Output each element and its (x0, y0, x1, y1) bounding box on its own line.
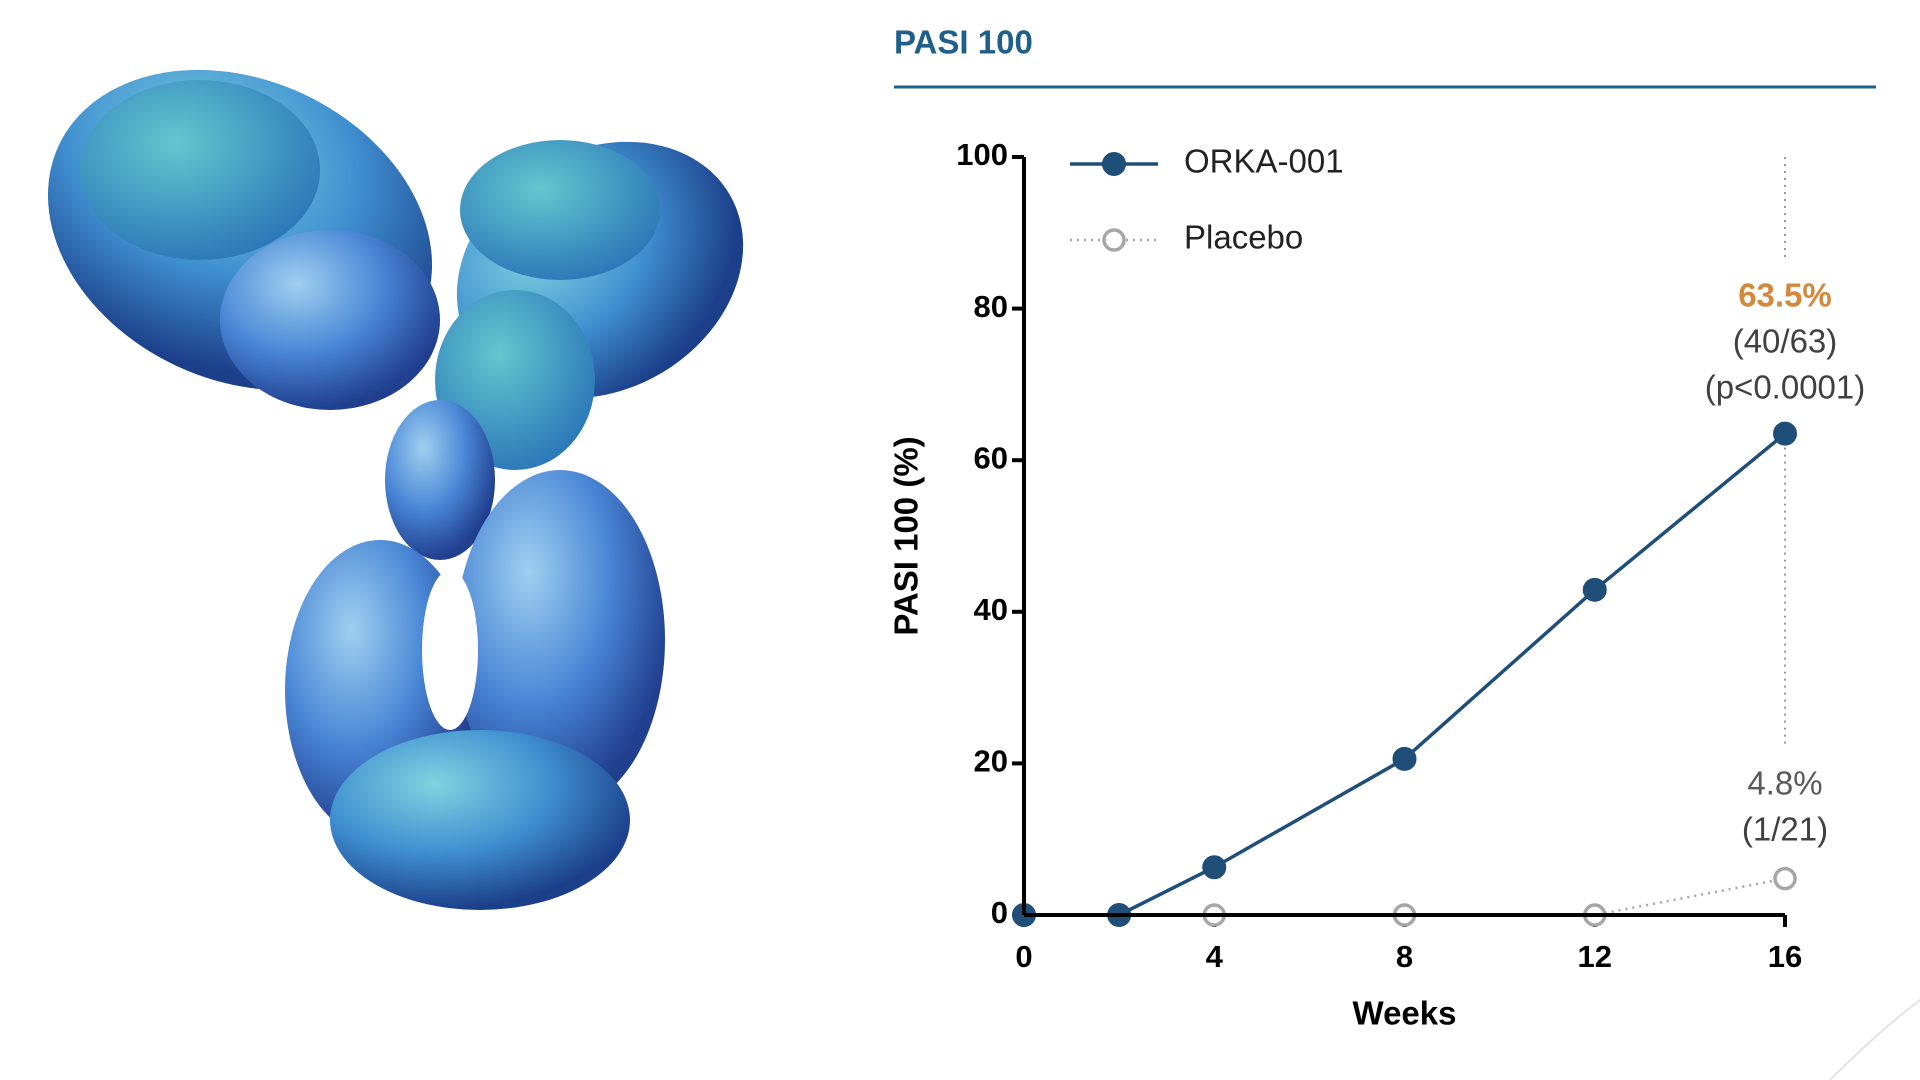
decor-curve (1829, 999, 1920, 1080)
data-point (1773, 866, 1797, 891)
x-tick-label: 16 (1768, 939, 1802, 974)
data-point (1202, 855, 1227, 880)
data-point (1582, 577, 1607, 602)
annotation: (1/21) (1742, 811, 1828, 848)
data-point (1773, 421, 1797, 446)
y-tick-label: 40 (974, 592, 1008, 627)
x-tick-label: 12 (1578, 939, 1612, 974)
series-line (1024, 877, 1786, 917)
series-line (1024, 432, 1787, 917)
y-tick-label: 80 (974, 289, 1008, 324)
data-point (1392, 746, 1417, 771)
y-tick-label: 0 (991, 895, 1008, 930)
x-tick-label: 8 (1396, 939, 1413, 974)
annotation: (40/63) (1733, 323, 1838, 360)
legend-marker (1102, 152, 1126, 176)
x-tick-label: 0 (1015, 939, 1032, 974)
legend-label: ORKA-001 (1184, 143, 1344, 180)
x-axis-label: Weeks (1353, 995, 1457, 1032)
annotation: 4.8% (1747, 765, 1822, 802)
antibody-illustration (47, 69, 744, 910)
x-tick-label: 4 (1206, 939, 1224, 974)
y-tick-label: 60 (974, 440, 1008, 475)
y-tick-label: 20 (974, 744, 1008, 779)
legend-marker (1102, 228, 1126, 252)
panel-title: PASI 100 (894, 24, 1033, 61)
annotation: (p<0.0001) (1705, 369, 1866, 406)
y-tick-label: 100 (956, 137, 1008, 172)
annotation: 63.5% (1738, 277, 1832, 314)
y-axis-label: PASI 100 (%) (888, 436, 925, 635)
legend-label: Placebo (1184, 219, 1303, 256)
